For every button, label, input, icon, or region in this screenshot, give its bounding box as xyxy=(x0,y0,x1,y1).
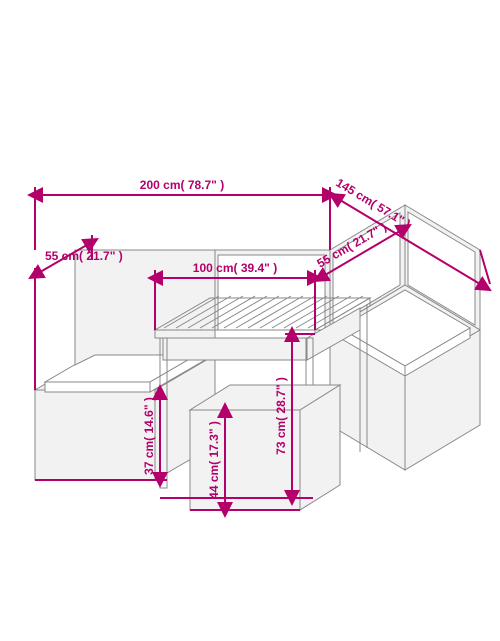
label-seat-depth: 55 cm( 21.7" ) xyxy=(45,249,123,263)
dimension-diagram: 200 cm( 78.7" ) 145 cm( 57.1" ) 55 cm( 2… xyxy=(0,0,500,641)
label-stool-height: 44 cm( 17.3" ) xyxy=(207,421,221,499)
label-width-total: 200 cm( 78.7" ) xyxy=(140,178,224,192)
label-seat-height: 37 cm( 14.6" ) xyxy=(142,397,156,475)
label-table-height: 73 cm( 28.7" ) xyxy=(274,377,288,455)
dim-width-total: 200 cm( 78.7" ) xyxy=(35,178,330,250)
label-table-width: 100 cm( 39.4" ) xyxy=(193,261,277,275)
